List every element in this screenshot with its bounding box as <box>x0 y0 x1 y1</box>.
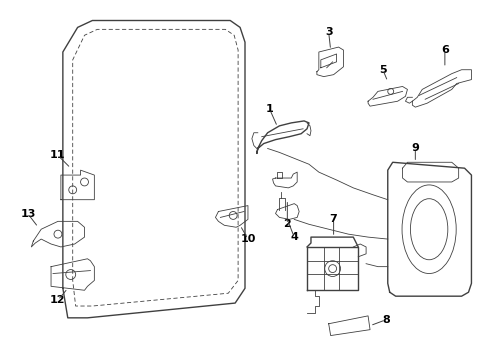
Ellipse shape <box>411 199 448 260</box>
Circle shape <box>329 265 337 273</box>
Text: 12: 12 <box>50 295 66 305</box>
Circle shape <box>54 230 62 238</box>
Circle shape <box>388 89 393 94</box>
Text: 9: 9 <box>412 144 419 153</box>
Text: 13: 13 <box>21 210 36 220</box>
Text: 4: 4 <box>290 232 298 242</box>
Text: 6: 6 <box>441 45 449 55</box>
Circle shape <box>229 212 237 219</box>
Text: 7: 7 <box>330 215 338 224</box>
Ellipse shape <box>402 185 456 274</box>
Text: 5: 5 <box>379 65 387 75</box>
Circle shape <box>80 178 89 186</box>
Text: 8: 8 <box>382 315 390 325</box>
Text: 2: 2 <box>283 219 291 229</box>
Text: 11: 11 <box>50 150 66 161</box>
Circle shape <box>325 261 341 276</box>
Circle shape <box>69 186 76 194</box>
Text: 1: 1 <box>266 104 273 114</box>
Text: 10: 10 <box>240 234 256 244</box>
Circle shape <box>66 270 75 279</box>
Text: 3: 3 <box>325 27 333 37</box>
